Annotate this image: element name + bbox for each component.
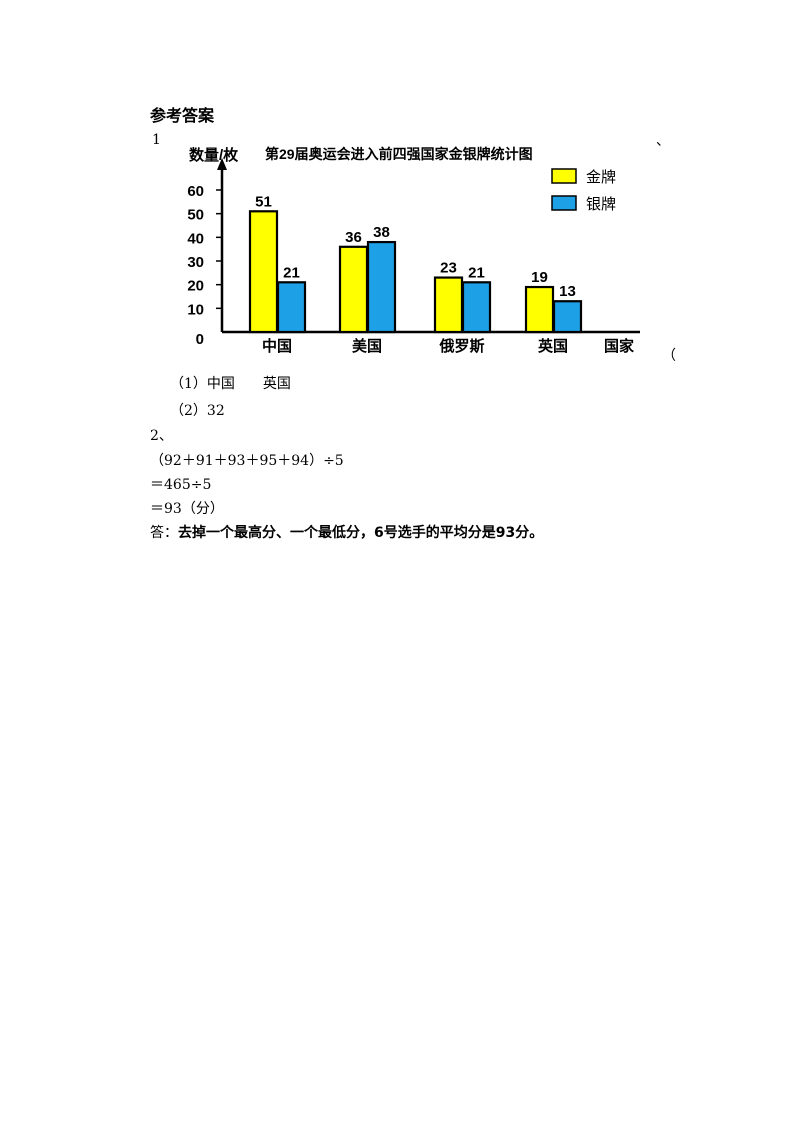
- legend-swatch-gold: [551, 168, 577, 184]
- bar-gold-3: [433, 276, 464, 334]
- x-axis-label: 国家: [604, 337, 634, 355]
- y-tick-label: 10: [187, 301, 204, 318]
- x-category-label: 英国: [538, 337, 568, 355]
- legend-label: 金牌: [586, 168, 616, 186]
- data-label: 21: [468, 264, 485, 281]
- bar-gold-1: [248, 210, 279, 334]
- data-label: 13: [559, 283, 576, 300]
- question-1-answer-2: （2）32: [170, 403, 225, 419]
- y-axis-arrow: [217, 158, 227, 170]
- question-2-answer: 答：去掉一个最高分、一个最低分，6号选手的平均分是93分。: [150, 522, 543, 542]
- legend-label: 银牌: [586, 195, 616, 213]
- y-axis-label: 数量/枚: [189, 146, 239, 164]
- data-label: 36: [345, 229, 362, 246]
- y-tick-label: 50: [187, 207, 204, 224]
- data-label: 51: [255, 193, 272, 210]
- question-1-number: 1: [152, 132, 161, 148]
- y-tick-label: 0: [196, 331, 204, 348]
- y-tick-label: 20: [187, 278, 204, 295]
- y-tick-label: 60: [187, 183, 204, 200]
- y-tick-label: 40: [187, 230, 204, 247]
- bar-gold-2: [338, 245, 369, 334]
- answer-prefix: 答：: [150, 525, 178, 541]
- question-1-answer-1: （1）中国 英国: [170, 376, 291, 392]
- bar-silver-1: [276, 281, 307, 334]
- question-1-side-mark: （: [662, 348, 676, 364]
- question-1-trailing-mark: 、: [656, 133, 670, 149]
- data-label: 19: [531, 269, 548, 286]
- data-label: 23: [440, 260, 457, 277]
- bar-silver-3: [461, 281, 492, 334]
- answer-text: 去掉一个最高分、一个最低分，6号选手的平均分是93分。: [178, 525, 544, 541]
- bar-silver-4: [552, 300, 583, 334]
- y-tick-label: 30: [187, 254, 204, 271]
- medal-bar-chart: 第29届奥运会进入前四强国家金银牌统计图 数量/枚 0 10 20 30 40 50 60 51 2…: [187, 146, 640, 355]
- page-heading: 参考答案: [150, 106, 215, 125]
- bar-gold-4: [524, 285, 555, 334]
- question-2-number: 2、: [150, 428, 173, 444]
- x-category-label: 中国: [262, 337, 292, 355]
- legend-swatch-silver: [551, 195, 577, 211]
- chart-title: 第29届奥运会进入前四强国家金银牌统计图: [265, 146, 533, 162]
- bar-silver-2: [366, 240, 397, 334]
- question-2-line-3: ＝93（分）: [150, 501, 224, 517]
- question-2-line-1: （92＋91＋93＋95＋94）÷5: [150, 453, 344, 469]
- x-category-label: 美国: [352, 337, 382, 355]
- data-label: 38: [373, 224, 390, 241]
- x-category-label: 俄罗斯: [438, 337, 484, 355]
- data-label: 21: [283, 264, 300, 281]
- question-2-line-2: ＝465÷5: [150, 477, 212, 493]
